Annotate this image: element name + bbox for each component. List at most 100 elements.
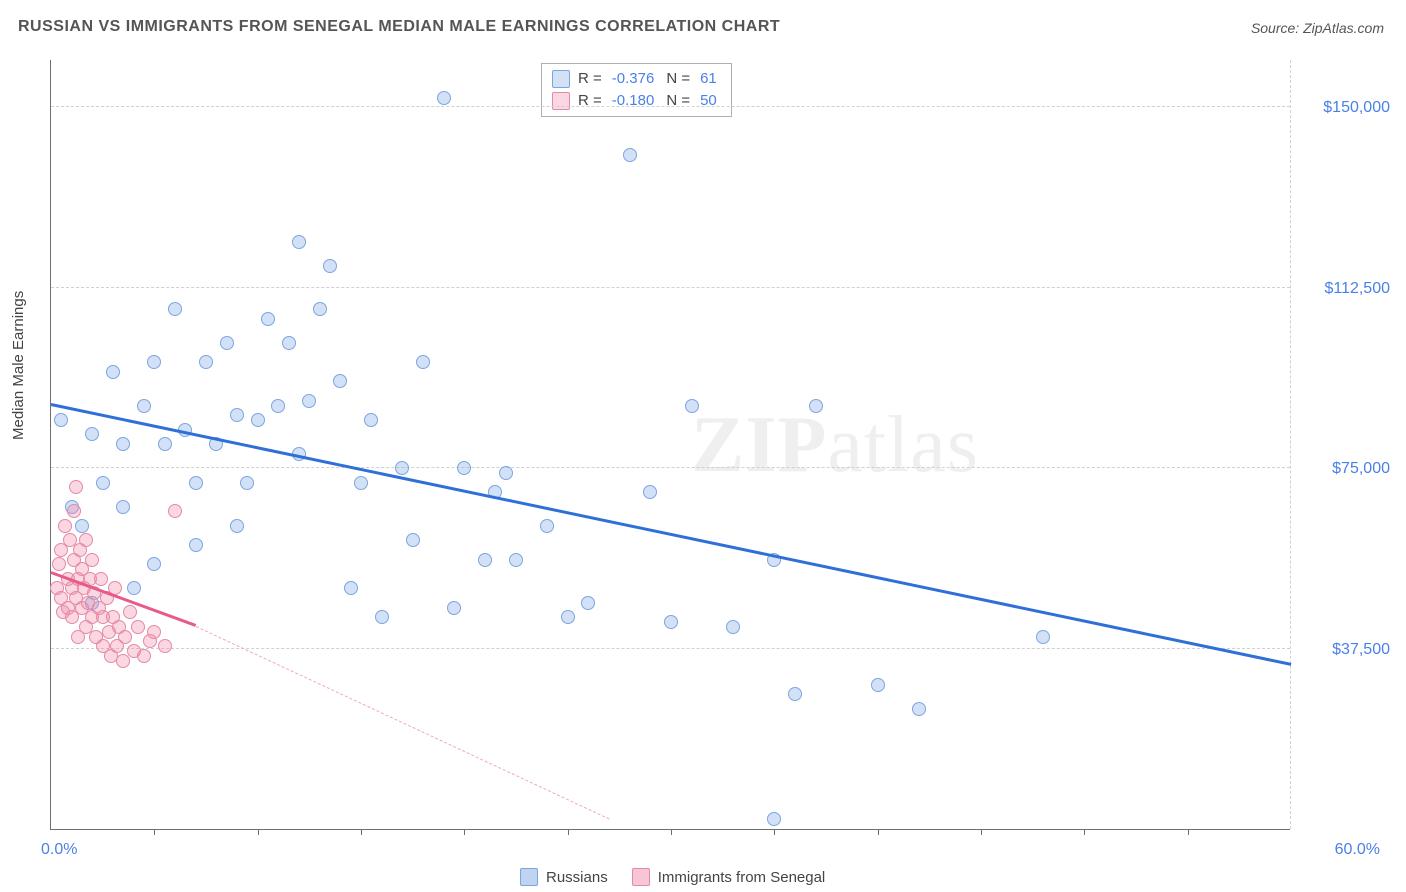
data-point-russians xyxy=(499,466,513,480)
data-point-russians xyxy=(437,91,451,105)
data-point-russians xyxy=(85,427,99,441)
data-point-russians xyxy=(1036,630,1050,644)
data-point-russians xyxy=(251,413,265,427)
watermark: ZIPatlas xyxy=(691,400,979,491)
stats-row-russians: R =-0.376 N =61 xyxy=(552,68,721,90)
y-axis-label: Median Male Earnings xyxy=(10,291,27,440)
data-point-russians xyxy=(364,413,378,427)
data-point-russians xyxy=(116,437,130,451)
data-point-russians xyxy=(623,148,637,162)
legend-swatch-russians xyxy=(520,868,538,886)
data-point-russians xyxy=(75,519,89,533)
data-point-russians xyxy=(685,399,699,413)
data-point-senegal xyxy=(131,620,145,634)
data-point-senegal xyxy=(137,649,151,663)
data-point-russians xyxy=(282,336,296,350)
data-point-russians xyxy=(54,413,68,427)
data-point-russians xyxy=(302,394,316,408)
x-tick-mark xyxy=(774,829,775,835)
data-point-russians xyxy=(137,399,151,413)
data-point-senegal xyxy=(158,639,172,653)
data-point-russians xyxy=(158,437,172,451)
data-point-russians xyxy=(106,365,120,379)
data-point-russians xyxy=(96,476,110,490)
legend-label-russians: Russians xyxy=(546,869,608,886)
x-tick-mark xyxy=(258,829,259,835)
n-value-senegal: 50 xyxy=(700,90,717,112)
x-axis-min-label: 0.0% xyxy=(41,841,77,859)
data-point-russians xyxy=(344,581,358,595)
data-point-russians xyxy=(809,399,823,413)
y-tick-label: $150,000 xyxy=(1300,99,1390,117)
data-point-russians xyxy=(643,485,657,499)
source-credit: Source: ZipAtlas.com xyxy=(1251,20,1384,36)
data-point-russians xyxy=(230,519,244,533)
data-point-russians xyxy=(147,355,161,369)
x-tick-mark xyxy=(878,829,879,835)
data-point-russians xyxy=(581,596,595,610)
data-point-russians xyxy=(561,610,575,624)
data-point-senegal xyxy=(69,480,83,494)
x-tick-mark xyxy=(361,829,362,835)
x-tick-mark xyxy=(1188,829,1189,835)
stats-row-senegal: R =-0.180 N =50 xyxy=(552,90,721,112)
data-point-russians xyxy=(292,235,306,249)
data-point-russians xyxy=(416,355,430,369)
r-value-russians: -0.376 xyxy=(612,68,655,90)
data-point-russians xyxy=(395,461,409,475)
series-legend: Russians Immigrants from Senegal xyxy=(520,868,825,886)
data-point-senegal xyxy=(168,504,182,518)
data-point-russians xyxy=(230,408,244,422)
data-point-russians xyxy=(271,399,285,413)
gridline-h xyxy=(51,287,1290,288)
data-point-russians xyxy=(354,476,368,490)
data-point-russians xyxy=(323,259,337,273)
legend-item-russians: Russians xyxy=(520,868,608,886)
gridline-h xyxy=(51,648,1290,649)
data-point-russians xyxy=(189,476,203,490)
legend-swatch-senegal xyxy=(632,868,650,886)
data-point-russians xyxy=(788,687,802,701)
gridline-h xyxy=(51,106,1290,107)
data-point-russians xyxy=(220,336,234,350)
data-point-russians xyxy=(375,610,389,624)
gridline-v xyxy=(1290,60,1291,829)
data-point-senegal xyxy=(123,605,137,619)
x-tick-mark xyxy=(464,829,465,835)
data-point-russians xyxy=(509,553,523,567)
legend-label-senegal: Immigrants from Senegal xyxy=(658,869,826,886)
swatch-senegal xyxy=(552,92,570,110)
data-point-russians xyxy=(478,553,492,567)
data-point-russians xyxy=(406,533,420,547)
data-point-senegal xyxy=(118,630,132,644)
x-axis-max-label: 60.0% xyxy=(1335,841,1380,859)
data-point-russians xyxy=(540,519,554,533)
data-point-senegal xyxy=(67,504,81,518)
data-point-russians xyxy=(767,812,781,826)
data-point-senegal xyxy=(85,553,99,567)
data-point-russians xyxy=(457,461,471,475)
data-point-russians xyxy=(168,302,182,316)
y-tick-label: $37,500 xyxy=(1300,641,1390,659)
data-point-senegal xyxy=(58,519,72,533)
data-point-russians xyxy=(664,615,678,629)
data-point-russians xyxy=(127,581,141,595)
data-point-russians xyxy=(189,538,203,552)
data-point-russians xyxy=(261,312,275,326)
data-point-russians xyxy=(726,620,740,634)
scatter-plot: ZIPatlas R =-0.376 N =61 R =-0.180 N =50… xyxy=(50,60,1290,830)
data-point-russians xyxy=(871,678,885,692)
legend-item-senegal: Immigrants from Senegal xyxy=(632,868,826,886)
y-tick-label: $75,000 xyxy=(1300,460,1390,478)
x-tick-mark xyxy=(568,829,569,835)
x-tick-mark xyxy=(154,829,155,835)
gridline-h xyxy=(51,467,1290,468)
data-point-russians xyxy=(199,355,213,369)
data-point-senegal xyxy=(52,557,66,571)
x-tick-mark xyxy=(671,829,672,835)
y-tick-label: $112,500 xyxy=(1300,280,1390,298)
data-point-russians xyxy=(116,500,130,514)
swatch-russians xyxy=(552,70,570,88)
n-value-russians: 61 xyxy=(700,68,717,90)
chart-title: RUSSIAN VS IMMIGRANTS FROM SENEGAL MEDIA… xyxy=(18,18,780,36)
